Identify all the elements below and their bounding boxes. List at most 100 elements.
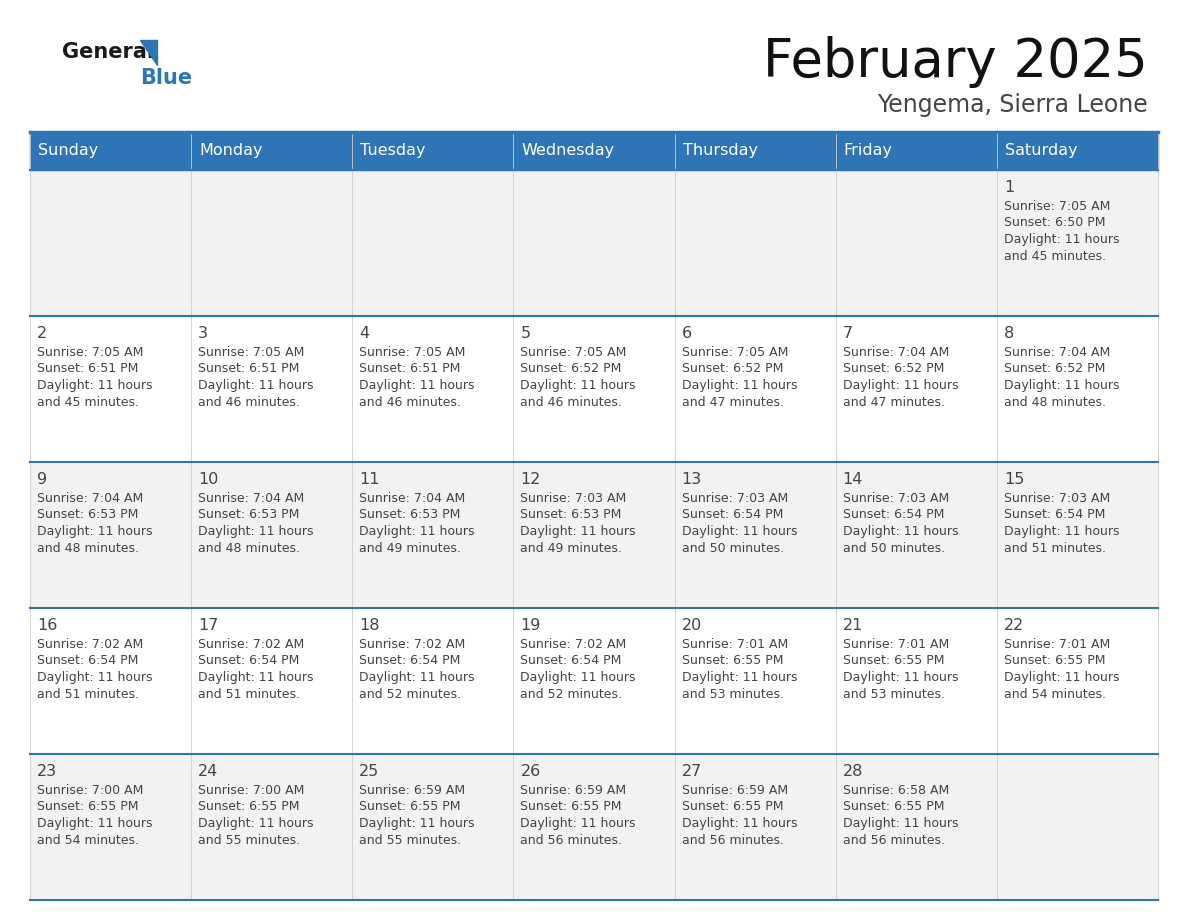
Text: and 51 minutes.: and 51 minutes. <box>198 688 301 700</box>
Text: Sunrise: 7:01 AM: Sunrise: 7:01 AM <box>682 638 788 651</box>
Text: Sunrise: 7:05 AM: Sunrise: 7:05 AM <box>198 346 304 359</box>
Text: Sunset: 6:55 PM: Sunset: 6:55 PM <box>37 800 139 813</box>
Text: Daylight: 11 hours: Daylight: 11 hours <box>520 671 636 684</box>
Text: General: General <box>62 42 154 62</box>
Text: Sunrise: 6:59 AM: Sunrise: 6:59 AM <box>520 784 626 797</box>
Text: Sunrise: 7:04 AM: Sunrise: 7:04 AM <box>198 492 304 505</box>
Text: 10: 10 <box>198 472 219 487</box>
Text: Daylight: 11 hours: Daylight: 11 hours <box>842 817 959 830</box>
Text: Sunset: 6:54 PM: Sunset: 6:54 PM <box>198 655 299 667</box>
Text: Daylight: 11 hours: Daylight: 11 hours <box>37 379 152 392</box>
Text: and 56 minutes.: and 56 minutes. <box>682 834 784 846</box>
Text: Sunrise: 7:04 AM: Sunrise: 7:04 AM <box>842 346 949 359</box>
Text: Daylight: 11 hours: Daylight: 11 hours <box>682 525 797 538</box>
Text: 5: 5 <box>520 326 531 341</box>
Text: and 53 minutes.: and 53 minutes. <box>842 688 944 700</box>
Text: 6: 6 <box>682 326 691 341</box>
Text: Daylight: 11 hours: Daylight: 11 hours <box>359 379 475 392</box>
Text: 22: 22 <box>1004 618 1024 633</box>
Text: Daylight: 11 hours: Daylight: 11 hours <box>1004 233 1119 246</box>
Text: Sunrise: 7:00 AM: Sunrise: 7:00 AM <box>198 784 304 797</box>
Text: Daylight: 11 hours: Daylight: 11 hours <box>37 525 152 538</box>
Text: Sunrise: 7:04 AM: Sunrise: 7:04 AM <box>359 492 466 505</box>
Text: Daylight: 11 hours: Daylight: 11 hours <box>842 525 959 538</box>
Text: Daylight: 11 hours: Daylight: 11 hours <box>682 671 797 684</box>
Text: and 49 minutes.: and 49 minutes. <box>359 542 461 554</box>
Text: Sunset: 6:55 PM: Sunset: 6:55 PM <box>842 655 944 667</box>
Bar <box>30 754 1158 900</box>
Text: 27: 27 <box>682 764 702 779</box>
Text: 2: 2 <box>37 326 48 341</box>
Text: and 52 minutes.: and 52 minutes. <box>520 688 623 700</box>
Text: Sunrise: 6:58 AM: Sunrise: 6:58 AM <box>842 784 949 797</box>
Text: and 56 minutes.: and 56 minutes. <box>520 834 623 846</box>
Text: Sunrise: 7:02 AM: Sunrise: 7:02 AM <box>359 638 466 651</box>
Text: Sunset: 6:53 PM: Sunset: 6:53 PM <box>198 509 299 521</box>
Text: 14: 14 <box>842 472 864 487</box>
Text: 17: 17 <box>198 618 219 633</box>
Text: 3: 3 <box>198 326 208 341</box>
Text: Daylight: 11 hours: Daylight: 11 hours <box>198 817 314 830</box>
Text: Blue: Blue <box>140 68 192 88</box>
Text: Sunset: 6:54 PM: Sunset: 6:54 PM <box>1004 509 1105 521</box>
Text: Sunset: 6:55 PM: Sunset: 6:55 PM <box>682 655 783 667</box>
Text: Tuesday: Tuesday <box>360 143 425 159</box>
Text: Sunset: 6:55 PM: Sunset: 6:55 PM <box>520 800 623 813</box>
Text: and 55 minutes.: and 55 minutes. <box>198 834 301 846</box>
Text: Sunset: 6:55 PM: Sunset: 6:55 PM <box>1004 655 1105 667</box>
Text: Sunset: 6:55 PM: Sunset: 6:55 PM <box>359 800 461 813</box>
Text: 8: 8 <box>1004 326 1015 341</box>
Text: Daylight: 11 hours: Daylight: 11 hours <box>198 379 314 392</box>
Text: 11: 11 <box>359 472 380 487</box>
Text: Sunrise: 7:03 AM: Sunrise: 7:03 AM <box>682 492 788 505</box>
Text: 25: 25 <box>359 764 379 779</box>
Text: Daylight: 11 hours: Daylight: 11 hours <box>682 379 797 392</box>
Text: Sunset: 6:51 PM: Sunset: 6:51 PM <box>198 363 299 375</box>
Text: and 46 minutes.: and 46 minutes. <box>198 396 301 409</box>
Text: and 46 minutes.: and 46 minutes. <box>359 396 461 409</box>
Text: Sunset: 6:53 PM: Sunset: 6:53 PM <box>37 509 138 521</box>
Text: Daylight: 11 hours: Daylight: 11 hours <box>842 379 959 392</box>
Text: and 45 minutes.: and 45 minutes. <box>37 396 139 409</box>
Text: Daylight: 11 hours: Daylight: 11 hours <box>198 671 314 684</box>
Text: and 52 minutes.: and 52 minutes. <box>359 688 461 700</box>
Text: 16: 16 <box>37 618 57 633</box>
Text: Daylight: 11 hours: Daylight: 11 hours <box>359 525 475 538</box>
Text: Sunset: 6:52 PM: Sunset: 6:52 PM <box>682 363 783 375</box>
Text: Sunset: 6:51 PM: Sunset: 6:51 PM <box>37 363 138 375</box>
Text: and 50 minutes.: and 50 minutes. <box>682 542 784 554</box>
Text: Sunrise: 7:03 AM: Sunrise: 7:03 AM <box>842 492 949 505</box>
Text: Daylight: 11 hours: Daylight: 11 hours <box>520 379 636 392</box>
Text: Daylight: 11 hours: Daylight: 11 hours <box>198 525 314 538</box>
Text: Sunset: 6:50 PM: Sunset: 6:50 PM <box>1004 217 1105 230</box>
Text: February 2025: February 2025 <box>763 36 1148 88</box>
Text: Sunset: 6:53 PM: Sunset: 6:53 PM <box>520 509 621 521</box>
Text: Sunrise: 7:05 AM: Sunrise: 7:05 AM <box>359 346 466 359</box>
Text: Daylight: 11 hours: Daylight: 11 hours <box>359 817 475 830</box>
Text: 24: 24 <box>198 764 219 779</box>
Polygon shape <box>140 40 157 65</box>
Text: Sunrise: 7:04 AM: Sunrise: 7:04 AM <box>1004 346 1110 359</box>
Text: and 45 minutes.: and 45 minutes. <box>1004 250 1106 263</box>
Text: 13: 13 <box>682 472 702 487</box>
Text: and 56 minutes.: and 56 minutes. <box>842 834 944 846</box>
Text: Sunrise: 6:59 AM: Sunrise: 6:59 AM <box>359 784 466 797</box>
Text: 7: 7 <box>842 326 853 341</box>
Text: Sunrise: 6:59 AM: Sunrise: 6:59 AM <box>682 784 788 797</box>
Text: and 51 minutes.: and 51 minutes. <box>1004 542 1106 554</box>
Text: and 51 minutes.: and 51 minutes. <box>37 688 139 700</box>
Text: Sunrise: 7:04 AM: Sunrise: 7:04 AM <box>37 492 144 505</box>
Bar <box>30 316 1158 462</box>
Text: Sunrise: 7:01 AM: Sunrise: 7:01 AM <box>1004 638 1110 651</box>
Text: and 46 minutes.: and 46 minutes. <box>520 396 623 409</box>
Text: Friday: Friday <box>843 143 892 159</box>
Text: Sunset: 6:54 PM: Sunset: 6:54 PM <box>520 655 621 667</box>
Text: and 53 minutes.: and 53 minutes. <box>682 688 784 700</box>
Text: 12: 12 <box>520 472 541 487</box>
Text: Daylight: 11 hours: Daylight: 11 hours <box>842 671 959 684</box>
Text: and 48 minutes.: and 48 minutes. <box>198 542 301 554</box>
Text: Sunrise: 7:02 AM: Sunrise: 7:02 AM <box>520 638 627 651</box>
Text: Sunset: 6:52 PM: Sunset: 6:52 PM <box>1004 363 1105 375</box>
Text: and 48 minutes.: and 48 minutes. <box>1004 396 1106 409</box>
Text: Daylight: 11 hours: Daylight: 11 hours <box>359 671 475 684</box>
